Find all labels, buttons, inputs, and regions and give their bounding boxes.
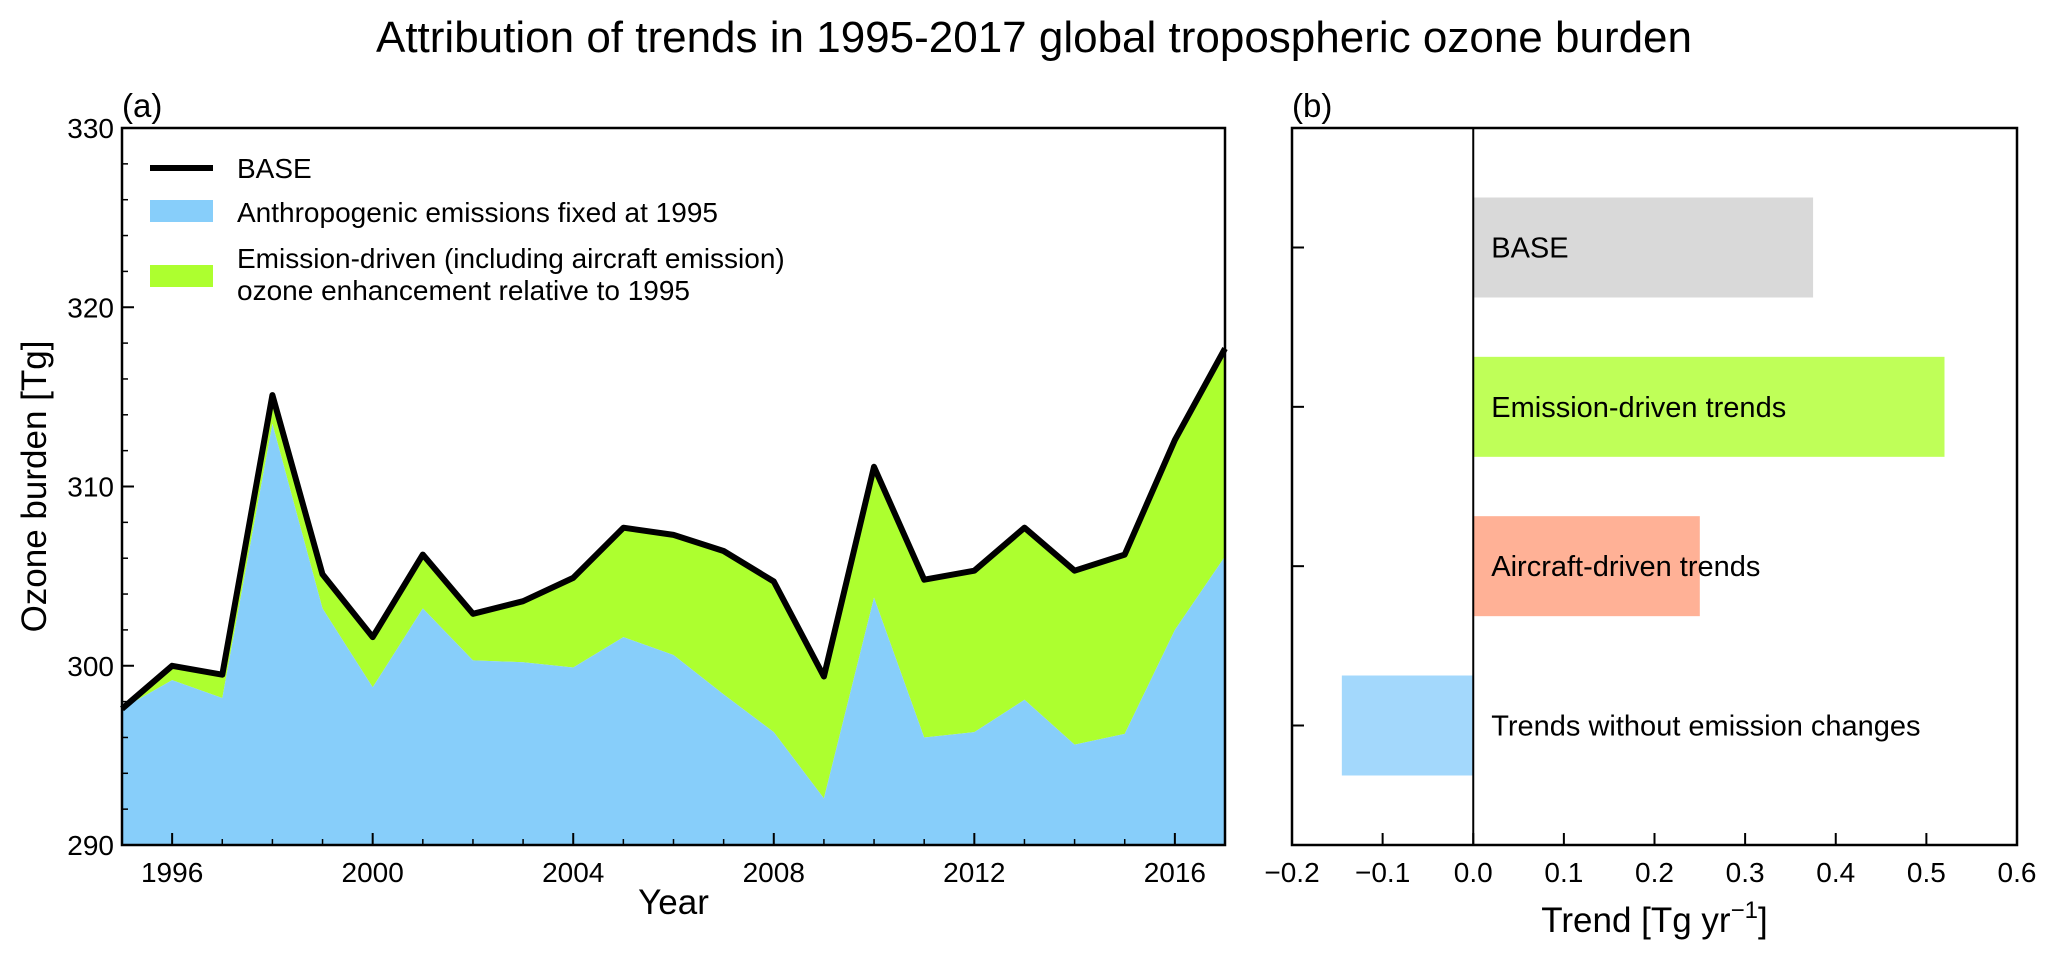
x-tick-label: 2012 <box>943 857 1005 888</box>
legend-base-label: BASE <box>237 153 312 184</box>
bar-labels: BASE Emission-driven trends Aircraft-drive… <box>1491 233 1920 743</box>
x-axis-label-b-superscript: −1 <box>1731 897 1758 924</box>
y-tick-label: 320 <box>67 292 114 323</box>
x-tick-label: −0.2 <box>1264 857 1319 888</box>
panel-a-ticks: 1996 2000 2004 2008 2012 2016 290 300 310 320 330 <box>67 113 1226 888</box>
panel-label-a: (a) <box>122 87 162 124</box>
panel-label-b: (b) <box>1292 87 1332 124</box>
x-axis-label-b-suffix: ] <box>1758 901 1768 940</box>
x-tick-label: 1996 <box>141 857 203 888</box>
panel-b-ticks: −0.2 −0.1 0.0 0.1 0.2 0.3 0.4 0.5 0.6 <box>1264 246 2037 888</box>
x-tick-label: 2008 <box>743 857 805 888</box>
x-tick-label: 0.2 <box>1635 857 1674 888</box>
x-tick-label: 0.0 <box>1454 857 1493 888</box>
x-axis-label-b: Trend [Tg yr−1] <box>1541 897 1767 940</box>
legend: BASE Anthropogenic emissions fixed at 199… <box>150 153 785 306</box>
bar-label: Aircraft-driven trends <box>1491 551 1760 583</box>
legend-emission-label: Emission-driven (including aircraft emis… <box>237 243 785 274</box>
legend-fixed-swatch <box>150 200 213 222</box>
x-tick-label: 2000 <box>342 857 404 888</box>
y-tick-label: 300 <box>67 651 114 682</box>
x-tick-label: 0.4 <box>1816 857 1855 888</box>
legend-emission-label: ozone enhancement relative to 1995 <box>237 275 690 306</box>
y-tick-label: 310 <box>67 472 114 503</box>
x-tick-label: 2016 <box>1144 857 1206 888</box>
bar <box>1473 356 1945 457</box>
x-tick-label: 0.3 <box>1726 857 1765 888</box>
area-layers <box>122 348 1225 845</box>
panel-b-bar-chart: −0.2 −0.1 0.0 0.1 0.2 0.3 0.4 0.5 0.6 BASE Emissi… <box>1264 87 2036 940</box>
y-tick-label: 290 <box>67 830 114 861</box>
x-axis-label-a: Year <box>638 883 709 922</box>
x-tick-label: 0.6 <box>1998 857 2037 888</box>
bar <box>1341 675 1474 776</box>
emission-driven-area <box>122 348 1225 799</box>
legend-emission-swatch <box>150 265 213 287</box>
x-axis-label-b-main: Trend [Tg yr <box>1541 901 1731 940</box>
chart-title: Attribution of trends in 1995-2017 globa… <box>376 13 1692 62</box>
bar-label: Trends without emission changes <box>1491 711 1920 743</box>
base-line <box>120 347 1228 712</box>
legend-fixed-label: Anthropogenic emissions fixed at 1995 <box>237 197 718 228</box>
bar <box>1473 516 1700 617</box>
x-tick-label: −0.1 <box>1355 857 1410 888</box>
x-tick-label: 0.5 <box>1907 857 1946 888</box>
bar-label: BASE <box>1491 233 1568 265</box>
bars <box>1341 197 1945 776</box>
fixed-emissions-area <box>122 423 1225 845</box>
bar <box>1473 197 1814 298</box>
x-tick-label: 0.1 <box>1544 857 1583 888</box>
panel-a-area-chart: 1996 2000 2004 2008 2012 2016290300310320330 … <box>15 87 1228 922</box>
y-axis-label-a: Ozone burden [Tg] <box>15 341 54 633</box>
base-line-layer <box>120 347 1228 712</box>
bar-label: Emission-driven trends <box>1491 392 1786 424</box>
y-tick-label: 330 <box>67 113 114 144</box>
x-tick-label: 2004 <box>542 857 604 888</box>
